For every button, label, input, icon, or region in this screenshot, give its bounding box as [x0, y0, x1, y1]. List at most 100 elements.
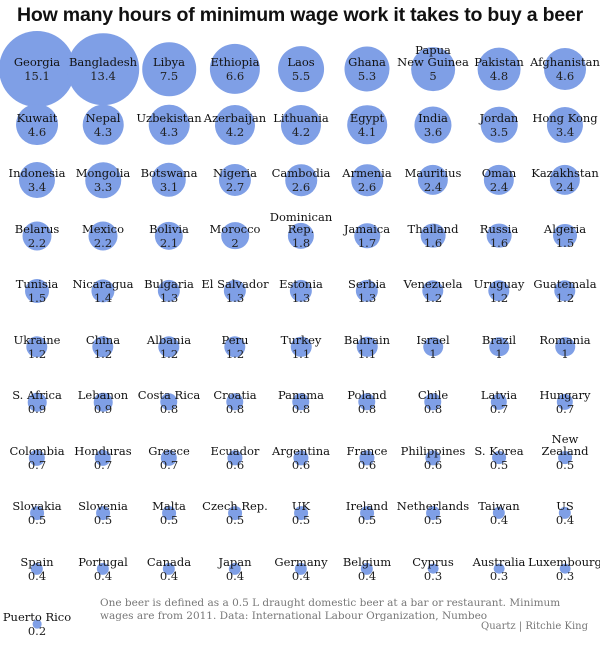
bubble-cell: Indonesia 3.4 [4, 147, 70, 203]
hours-value: 4.3 [93, 124, 113, 139]
bubble-cell: El Salvador 1.3 [201, 258, 268, 314]
bubble [157, 279, 181, 303]
hours-value: 0.4 [93, 568, 113, 583]
bubble [148, 104, 190, 145]
hours-value: 0.2 [27, 624, 47, 638]
country-label: Peru [221, 332, 249, 347]
bubble-cell: Ethiopia 6.6 [202, 36, 268, 95]
footnote: One beer is defined as a 0.5 L draught d… [100, 597, 561, 622]
bubble [16, 103, 58, 146]
bubble [292, 393, 310, 411]
bubble [558, 450, 572, 465]
bubble [546, 106, 584, 143]
bubble-cell: New Zealand 0.5 [532, 425, 598, 481]
bubble [290, 336, 312, 357]
bubble [559, 563, 571, 574]
bubble-cell: China 1.2 [70, 314, 136, 370]
hours-value: 0.6 [225, 457, 245, 472]
bubble-cell: Luxembourg 0.3 [528, 536, 600, 592]
hours-value: 0.5 [291, 513, 311, 527]
country-label: El Salvador [201, 277, 269, 291]
hours-value: 0.5 [357, 513, 377, 527]
country-label: Armenia [342, 166, 392, 180]
hours-value: 3.4 [27, 180, 47, 194]
bubble [158, 335, 180, 358]
bubble [25, 279, 49, 303]
country-label: China [85, 332, 121, 347]
bubble-cell: Puerto Rico 0.2 [3, 591, 71, 647]
hours-value: 0.8 [159, 402, 179, 416]
bubble [224, 335, 246, 358]
hours-value: 5.5 [291, 69, 311, 83]
country-label: Dominican Rep. [269, 209, 333, 236]
bubble [553, 223, 577, 248]
bubble-cell: Libya 7.5 [136, 36, 202, 96]
country-label: Nicaragua [72, 277, 134, 291]
bubble-cell: Oman 2.4 [466, 147, 532, 203]
country-label: Tunisia [15, 277, 59, 291]
bubble [294, 506, 308, 520]
country-label: Oman [481, 166, 517, 180]
country-label: Jamaica [343, 221, 391, 236]
bubble-cell: Georgia 15.1 [0, 31, 75, 107]
hours-value: 1.1 [357, 346, 377, 361]
country-label: S. Korea [474, 443, 524, 458]
hours-value: 1.2 [489, 291, 509, 305]
bubble [483, 164, 515, 196]
bubble [411, 47, 455, 91]
bubble [228, 562, 242, 575]
hours-value: 0.5 [159, 513, 179, 527]
bubble-cell: Argentina 0.6 [268, 425, 334, 481]
bubble-cell: Jamaica 1.7 [334, 203, 400, 259]
bubble [480, 106, 518, 143]
bubble [223, 279, 247, 303]
hours-value: 2.4 [489, 180, 509, 194]
hours-value: 1.7 [357, 235, 377, 250]
hours-value: 4.6 [27, 124, 47, 139]
hours-value: 0.3 [489, 568, 509, 583]
bubble-cell: Philippines 0.6 [400, 425, 466, 481]
country-label: Latvia [480, 388, 518, 402]
country-label: Georgia [13, 55, 61, 69]
bubble [160, 449, 178, 466]
bubble [427, 563, 439, 574]
bubble [82, 104, 124, 145]
bubble-cell: UK 0.5 [268, 480, 334, 536]
bubble-cell: Poland 0.8 [334, 369, 400, 425]
country-label: Colombia [9, 443, 65, 458]
bubble-cell: Serbia 1.3 [334, 258, 400, 314]
hours-value: 0.5 [423, 513, 443, 527]
hours-value: 4.8 [489, 69, 509, 83]
bubble-cell: Lebanon 0.9 [70, 369, 136, 425]
bubble-cell: India 3.6 [400, 92, 466, 148]
hours-value: 0.5 [225, 513, 245, 527]
hours-value: 2.4 [423, 180, 443, 194]
bubble-cell: Portugal 0.4 [70, 536, 136, 592]
hours-value: 15.1 [24, 69, 50, 83]
hours-value: 1.2 [159, 346, 179, 361]
bubble [18, 161, 56, 199]
bubble-cell: US 0.4 [532, 480, 598, 536]
bubble-cell: Lithuania 4.2 [268, 92, 334, 148]
country-label: Egypt [349, 110, 385, 125]
country-label: Serbia [347, 277, 387, 291]
country-label: Guatemala [533, 277, 597, 291]
bubble-cell: Ukraine 1.2 [4, 314, 70, 370]
bubble-cell: Malta 0.5 [136, 480, 202, 536]
country-label: Hungary [539, 388, 591, 402]
hours-value: 4.2 [225, 124, 245, 139]
bubble [32, 619, 42, 629]
bubble [22, 221, 52, 250]
country-label: Kuwait [16, 110, 58, 125]
country-label: Ukraine [13, 332, 61, 347]
bubble-cell: S. Africa 0.9 [4, 369, 70, 425]
country-label: Ecuador [210, 443, 260, 458]
bubble [27, 392, 47, 412]
bubble-cell: Ecuador 0.6 [202, 425, 268, 481]
hours-value: 0.7 [489, 402, 509, 416]
bubble-cell: Bangladesh 13.4 [67, 33, 139, 105]
hours-value: 1.4 [93, 291, 113, 305]
bubble-cell: Ireland 0.5 [334, 480, 400, 536]
country-label: Belarus [14, 221, 60, 236]
bubble-cell: Uruguay 1.2 [466, 258, 532, 314]
